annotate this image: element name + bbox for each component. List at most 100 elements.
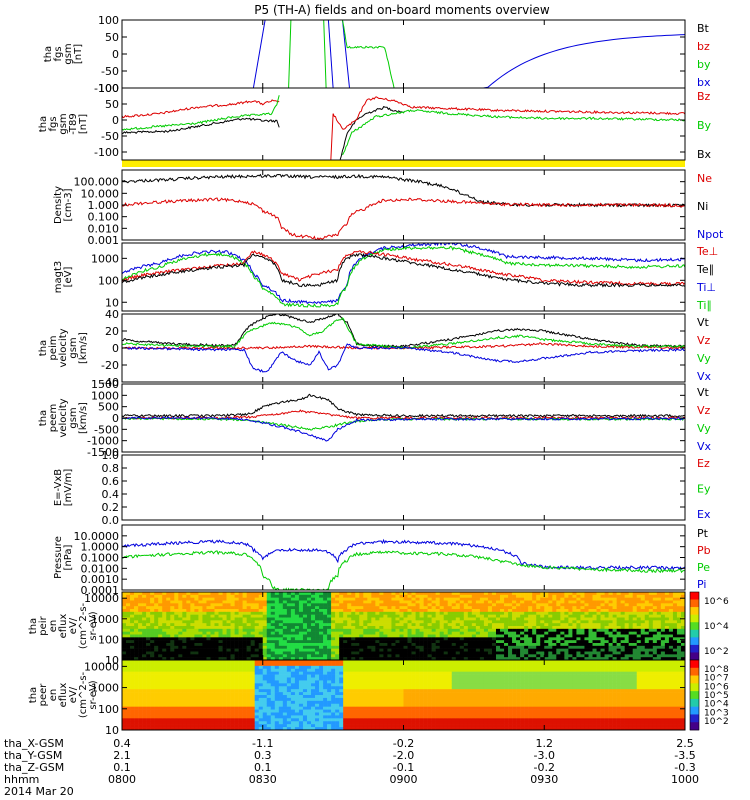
ylabel-line: magt3 xyxy=(53,261,64,294)
frame-efield xyxy=(121,454,686,521)
ylabel-line: [nT] xyxy=(73,44,84,64)
xaxis-tick-value: 0.3 xyxy=(254,749,272,762)
xaxis-tick-value: -0.1 xyxy=(393,761,414,774)
series-peim_velocity-0 xyxy=(122,314,685,349)
xaxis-tick-value: 2.5 xyxy=(676,737,694,750)
legend-entry: Ti⊥ xyxy=(696,281,716,294)
legend-entry: Vt xyxy=(697,316,710,329)
ytick-label: 0 xyxy=(112,412,119,425)
series-fgs-4 xyxy=(288,20,292,88)
ytick-label: 1000 xyxy=(91,682,119,695)
series-fgs-6 xyxy=(342,20,395,88)
series-peim_velocity-2 xyxy=(122,317,685,350)
series-peim_velocity-3 xyxy=(122,343,685,373)
ytick-label: 0 xyxy=(112,342,119,355)
ytick-label: 0.0 xyxy=(102,514,120,527)
ylabel-line: [eV] xyxy=(63,267,74,288)
ytick-label: 0.6 xyxy=(102,475,120,488)
ylabel-line: peer xyxy=(38,683,49,707)
series-fgs-5 xyxy=(323,20,327,88)
panel-peir_flux: 10^6 10^4 10^2 10000 1000 100 10 tha peir en eflux… xyxy=(28,591,729,667)
legend-entry: Te⊥ xyxy=(696,245,718,258)
series-fgs_rel-2 xyxy=(122,99,280,119)
ylabel-line: eflux xyxy=(58,614,69,639)
legend-entry: Npot xyxy=(697,228,724,241)
ytick-label: -50 xyxy=(101,130,119,143)
series-peim_velocity-1 xyxy=(122,342,685,350)
series-group-peem_velocity xyxy=(122,393,685,442)
xaxis-tick-value: 0.4 xyxy=(113,737,131,750)
legend-entry: Vz xyxy=(697,404,711,417)
legend-entry: Vy xyxy=(697,422,711,435)
ylabel-line: [km/s] xyxy=(78,402,89,434)
ytick-label: 20 xyxy=(105,325,119,338)
ylabel-line: [km/s] xyxy=(78,332,89,364)
ytick-label: 500 xyxy=(98,401,119,414)
ylabel-line: Pressure xyxy=(53,536,64,579)
ylabel-line: sr-eV) xyxy=(88,680,99,709)
frame-fgs_rel xyxy=(121,87,686,161)
xaxis-row-label: tha_X-GSM xyxy=(4,737,64,750)
xaxis-tick-value: -2.0 xyxy=(393,749,414,762)
series-fgs-2 xyxy=(327,20,334,88)
panel-fgs_rel: 100 50 0 -50 -100 tha fgs gsm -T89 [nT] Bz By Bx xyxy=(38,82,712,161)
series-fgs-3 xyxy=(342,20,350,88)
ytick-label: 10.000 xyxy=(81,187,120,200)
ytick-label: 0.0001 xyxy=(81,584,120,597)
ytick-label: -50 xyxy=(101,65,119,78)
ylabel-line: eflux xyxy=(58,683,69,708)
date-label: 2014 Mar 20 xyxy=(4,785,74,798)
xaxis-tick-value: -1.1 xyxy=(252,737,273,750)
series-peem_velocity-3 xyxy=(122,416,685,442)
ytick-label: 0.8 xyxy=(102,462,120,475)
ylabel-line: eV/ xyxy=(68,686,79,703)
ytick-label: -1000 xyxy=(87,435,119,448)
xaxis-row-label: tha_Z-GSM xyxy=(4,761,64,774)
series-group-density xyxy=(122,173,685,240)
ylabel-line: peem xyxy=(48,404,59,432)
colorbar-label: 10^2 xyxy=(704,717,729,727)
series-temperature-1 xyxy=(122,245,685,308)
colorbar-label: 10^8 xyxy=(704,665,729,675)
ylabel-line: E=-VxB xyxy=(53,469,64,506)
legend-entry: Pb xyxy=(697,544,711,557)
legend-entry: Bx xyxy=(697,148,712,161)
ylabel-line: tha xyxy=(38,116,49,132)
xaxis-tick-value: -3.5 xyxy=(674,749,695,762)
ytick-label: 0.010 xyxy=(88,222,120,235)
ylabel-line: [nT] xyxy=(78,114,89,134)
legend-entry: Vy xyxy=(697,352,711,365)
ytick-label: 100 xyxy=(98,14,119,27)
colorbar-peer_flux: 10^810^710^610^510^410^310^2 xyxy=(689,659,729,731)
spectrogram-peir_flux xyxy=(122,592,685,660)
colorbar-peir_flux: 10^6 10^4 10^2 xyxy=(689,591,729,661)
colorbar-label: 10^6 xyxy=(704,682,729,692)
ytick-label: 10.0000 xyxy=(74,530,120,543)
legend-entry: Vt xyxy=(697,386,710,399)
ytick-label: 10000 xyxy=(84,660,119,673)
legend-entry: bx xyxy=(697,76,711,89)
series-fgs-1 xyxy=(252,20,266,88)
colorbar-label: 10^7 xyxy=(704,674,729,684)
frame-pressure xyxy=(121,524,686,591)
xaxis-row-label: tha_Y-GSM xyxy=(4,749,62,762)
series-group-pressure xyxy=(122,538,685,590)
ylabel-line: velocity xyxy=(58,328,69,367)
series-group-fgs xyxy=(252,20,685,88)
series-temperature-2 xyxy=(122,249,685,287)
ytick-label: -100 xyxy=(94,146,119,159)
frame-fgs xyxy=(121,19,686,89)
ylabel-line: tha xyxy=(43,46,54,62)
series-group-fgs_rel xyxy=(122,95,685,160)
legend-entry: Ez xyxy=(697,457,710,470)
series-fgs_rel-0 xyxy=(122,117,280,135)
panel-efield: 1.00.80.60.40.20.0 E=-VxB [mV/m] Ez Ey Ex xyxy=(53,449,711,527)
ytick-label: 1000 xyxy=(91,389,119,402)
ylabel-line: [cm-3] xyxy=(63,188,74,221)
ylabel-line: gsm xyxy=(68,337,79,358)
frame-temperature xyxy=(121,242,686,312)
legend-entry: Pt xyxy=(697,527,709,540)
